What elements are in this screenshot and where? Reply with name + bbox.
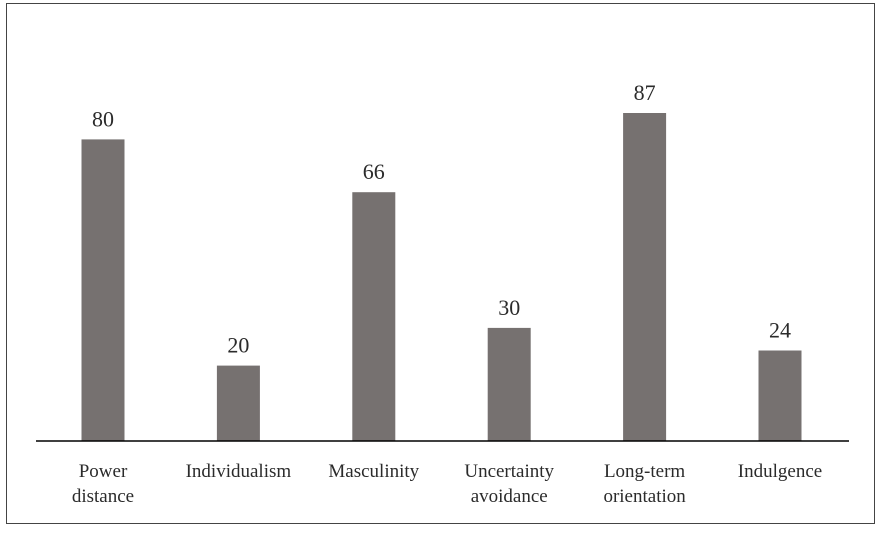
category-label-1: Individualism: [186, 461, 292, 482]
value-label-1: 20: [227, 333, 249, 358]
bar-2: [352, 192, 396, 441]
category-label-2: Masculinity: [328, 461, 419, 482]
value-label-0: 80: [92, 106, 114, 131]
value-label-3: 30: [498, 295, 520, 320]
bar-3: [487, 327, 531, 441]
bar-0: [81, 139, 125, 441]
category-label-5: Indulgence: [738, 461, 822, 482]
bar-5: [758, 350, 802, 441]
bars-layer: [81, 113, 802, 441]
category-label-3-line-1: avoidance: [471, 486, 548, 507]
category-label-0-line-0: Power: [79, 461, 128, 482]
category-label-0-line-1: distance: [72, 486, 134, 507]
bar-4: [623, 113, 667, 441]
value-label-2: 66: [363, 159, 385, 184]
value-label-4: 87: [634, 80, 656, 105]
category-labels-layer: Power distance Individualism Masculinity Unc…: [72, 461, 822, 507]
chart-frame: [6, 3, 875, 524]
value-labels-layer: 80 20 66 30 87 24: [92, 80, 791, 358]
category-label-4-line-1: orientation: [603, 486, 686, 507]
category-label-3-line-0: Uncertainty: [464, 461, 554, 482]
bar-1: [216, 365, 260, 441]
value-label-5: 24: [769, 318, 791, 343]
category-label-4-line-0: Long-term: [604, 461, 685, 482]
